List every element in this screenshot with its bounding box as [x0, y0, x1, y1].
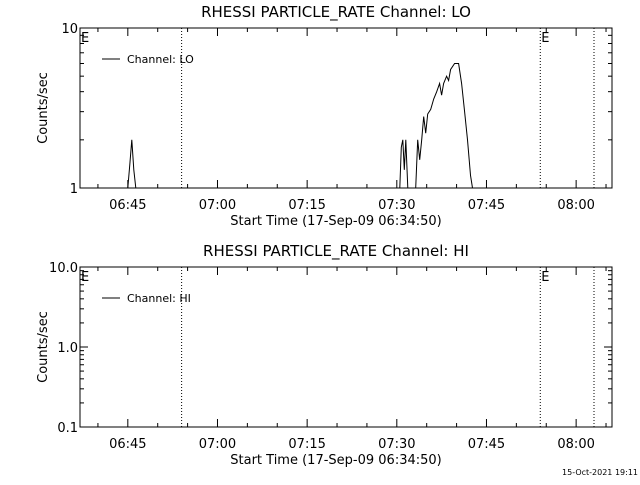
x-tick-label: 07:30	[378, 198, 415, 213]
y-tick-label: 1	[70, 182, 78, 197]
footer-timestamp: 15-Oct-2021 19:11	[562, 468, 638, 477]
chart-title: RHESSI PARTICLE_RATE Channel: HI	[203, 242, 469, 261]
x-tick-label: 07:45	[468, 198, 505, 213]
plot-frame	[79, 266, 613, 428]
x-tick-label: 07:00	[199, 437, 236, 452]
x-tick-label: 06:45	[109, 198, 146, 213]
x-tick-label: 06:45	[109, 437, 146, 452]
x-tick-label: 08:00	[557, 437, 594, 452]
x-axis-label: Start Time (17-Sep-09 06:34:50)	[230, 214, 441, 229]
x-tick-label: 07:30	[378, 437, 415, 452]
x-tick-label: 08:00	[557, 198, 594, 213]
time-marker-label: E	[81, 270, 89, 285]
chart-title: RHESSI PARTICLE_RATE Channel: LO	[201, 3, 471, 22]
time-marker-label: E	[541, 31, 549, 46]
y-tick-label: 1.0	[57, 341, 78, 356]
time-marker-label: E	[541, 270, 549, 285]
time-marker-label: E	[81, 31, 89, 46]
legend-label: Channel: LO	[127, 53, 194, 66]
series-line	[127, 63, 473, 189]
x-axis-label: Start Time (17-Sep-09 06:34:50)	[230, 453, 441, 468]
y-axis-label: Counts/sec	[36, 72, 51, 144]
plot-frame	[79, 27, 613, 189]
y-tick-label: 0.1	[57, 421, 78, 436]
y-tick-label: 10	[61, 22, 78, 37]
y-tick-label: 10.0	[49, 261, 78, 276]
legend-label: Channel: HI	[127, 292, 191, 305]
y-axis-label: Counts/sec	[36, 311, 51, 383]
x-tick-label: 07:15	[288, 198, 325, 213]
x-tick-label: 07:15	[288, 437, 325, 452]
x-tick-label: 07:45	[468, 437, 505, 452]
x-tick-label: 07:00	[199, 198, 236, 213]
